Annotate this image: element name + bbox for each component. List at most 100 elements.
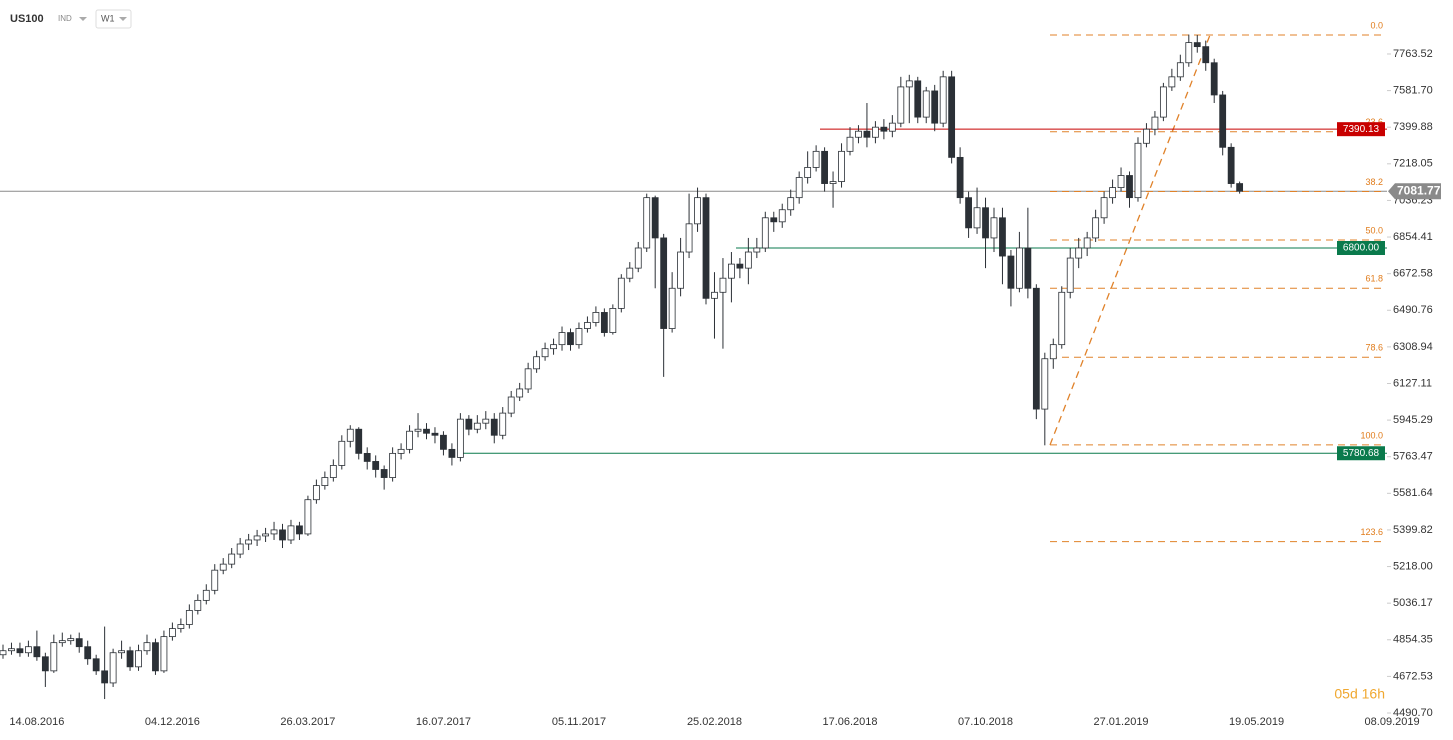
candle-body xyxy=(982,207,989,239)
candle-body xyxy=(185,610,193,625)
candle-body xyxy=(329,465,337,478)
candle-body xyxy=(304,499,312,535)
candle-body xyxy=(1134,142,1142,199)
candle-body xyxy=(67,638,75,642)
x-tick-label: 25.02.2018 xyxy=(687,716,742,728)
candle-body xyxy=(761,217,769,249)
x-tick-label: 27.01.2019 xyxy=(1094,716,1149,728)
candle-body xyxy=(1109,187,1116,199)
candle-body xyxy=(507,396,515,414)
y-tick-label: 6854.41 xyxy=(1393,231,1433,243)
candle-body xyxy=(211,569,219,591)
candle-body xyxy=(1117,175,1125,188)
candle-body xyxy=(126,650,134,668)
candle-body xyxy=(1066,257,1074,293)
candle-body xyxy=(482,418,490,424)
candle-body xyxy=(541,348,549,358)
candle-body xyxy=(1185,42,1193,64)
candle-body xyxy=(194,599,202,611)
candle-body xyxy=(880,126,888,132)
y-tick-label: 4672.53 xyxy=(1393,670,1433,682)
candle-body xyxy=(728,263,735,279)
candle-body xyxy=(668,287,676,329)
candle-body xyxy=(228,553,236,565)
y-tick-label: 5036.17 xyxy=(1393,597,1433,609)
candle-body xyxy=(795,177,803,199)
y-tick-label: 5399.82 xyxy=(1393,524,1433,536)
last-price-box xyxy=(1388,183,1441,200)
candle-body xyxy=(626,267,634,279)
candle-body xyxy=(592,312,600,323)
candle-body xyxy=(448,448,456,458)
y-tick-label: 4490.70 xyxy=(1393,707,1433,719)
candle-body xyxy=(8,648,15,652)
y-tick-label: 6308.94 xyxy=(1393,341,1433,353)
candle-body xyxy=(16,648,24,654)
candle-body xyxy=(279,529,286,541)
fib-label: 38.2 xyxy=(1365,177,1383,187)
candle-body xyxy=(1075,247,1083,259)
candle-body xyxy=(490,418,498,436)
candle-body xyxy=(567,332,574,346)
market-caret[interactable] xyxy=(79,17,87,21)
candle-body xyxy=(973,207,981,229)
candle-body xyxy=(516,388,524,398)
candle-body xyxy=(58,640,66,644)
y-tick-label: 4854.35 xyxy=(1393,634,1433,646)
level-label: 6800.00 xyxy=(1343,243,1380,254)
candle-body xyxy=(465,418,473,430)
candle-body xyxy=(956,156,964,199)
candle-body xyxy=(101,670,109,684)
candle-body xyxy=(575,328,583,346)
candle-body xyxy=(1176,62,1184,78)
candle-body xyxy=(990,217,998,239)
candle-body xyxy=(1058,291,1066,346)
candle-body xyxy=(939,76,947,124)
candle-body xyxy=(778,209,786,223)
candle-body xyxy=(499,412,507,436)
candle-body xyxy=(168,628,176,638)
fib-label: 61.8 xyxy=(1365,274,1383,284)
candle-body xyxy=(1202,46,1210,64)
candle-body xyxy=(914,80,922,118)
candle-body xyxy=(787,197,795,211)
candle-body xyxy=(753,247,761,253)
candle-body xyxy=(931,90,939,124)
timeframe-box[interactable] xyxy=(95,9,132,29)
candle-body xyxy=(1227,146,1235,184)
y-tick-label: 5218.00 xyxy=(1393,560,1433,572)
candle-body xyxy=(804,167,812,178)
candle-body xyxy=(414,428,422,432)
candle-body xyxy=(270,529,278,535)
level-label: 7390.13 xyxy=(1343,124,1380,135)
x-tick-label: 19.05.2019 xyxy=(1229,716,1284,728)
candle-body xyxy=(1049,344,1057,360)
candle-body xyxy=(109,652,117,684)
candle-body xyxy=(92,658,100,672)
timeframe-caret xyxy=(119,17,127,21)
y-tick-label: 7763.52 xyxy=(1393,48,1433,60)
candle-body xyxy=(855,130,862,138)
candle-body xyxy=(1126,175,1133,199)
candle-body xyxy=(456,418,464,458)
candle-body xyxy=(380,469,388,478)
fib-label: 23.6 xyxy=(1365,117,1383,127)
candle-body xyxy=(584,322,591,329)
candle-body xyxy=(363,452,371,462)
level-box xyxy=(1337,122,1385,137)
candle-body xyxy=(905,80,913,88)
candle-body xyxy=(346,428,354,442)
candle-body xyxy=(1151,116,1159,130)
candle-body xyxy=(1168,76,1176,88)
candle-body xyxy=(473,422,481,430)
candle-body xyxy=(253,535,261,541)
candle-body xyxy=(558,332,566,346)
candle-body xyxy=(355,428,363,454)
candle-body xyxy=(262,533,269,537)
candle-body xyxy=(1193,42,1201,48)
y-tick-label: 7399.88 xyxy=(1393,121,1433,133)
symbol: US100 xyxy=(10,13,44,25)
candle-body xyxy=(135,650,142,668)
candle-body xyxy=(677,251,684,289)
candle-body xyxy=(524,368,532,390)
